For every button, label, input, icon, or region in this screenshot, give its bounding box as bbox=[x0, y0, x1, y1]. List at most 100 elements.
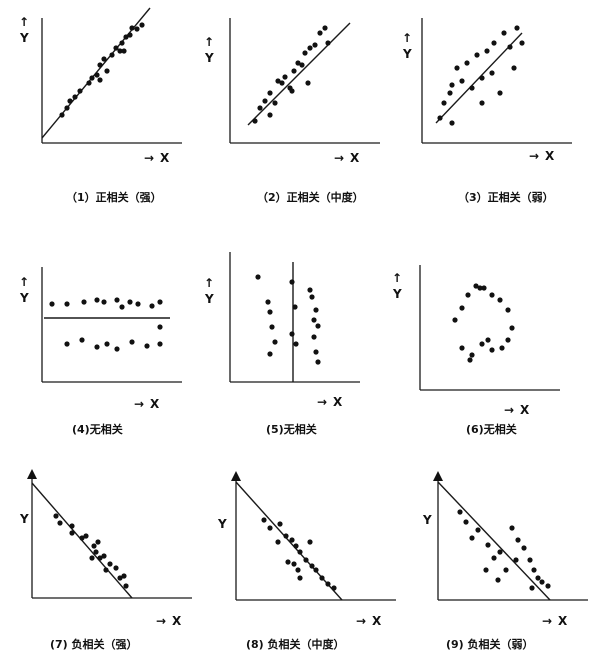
scatter-point bbox=[53, 513, 59, 519]
scatter-point bbox=[454, 65, 460, 71]
scatter-point bbox=[97, 77, 103, 83]
scatter-point bbox=[503, 567, 509, 573]
scatter-point bbox=[279, 80, 285, 86]
scatter-point bbox=[94, 344, 100, 350]
scatter-point bbox=[447, 90, 453, 96]
scatter-point bbox=[539, 579, 545, 585]
scatter-point bbox=[484, 48, 490, 54]
panel-4: ↑ Y → X bbox=[19, 267, 182, 411]
scatter-point bbox=[457, 509, 463, 515]
scatter-point bbox=[313, 349, 319, 355]
scatter-point bbox=[325, 581, 331, 587]
scatter-point bbox=[511, 65, 517, 71]
y-arrow-icon bbox=[27, 469, 37, 479]
scatter-point bbox=[289, 331, 295, 337]
scatter-point bbox=[252, 118, 258, 124]
scatter-point bbox=[93, 549, 99, 555]
scatter-point bbox=[529, 585, 535, 591]
scatter-point bbox=[531, 567, 537, 573]
scatter-point bbox=[123, 34, 129, 40]
scatter-point bbox=[289, 537, 295, 543]
scatter-point bbox=[72, 94, 78, 100]
scatter-point bbox=[509, 325, 515, 331]
scatter-point bbox=[69, 530, 75, 536]
scatter-point bbox=[86, 80, 92, 86]
scatter-point bbox=[275, 539, 281, 545]
y-up-arrow-icon: ↑ bbox=[19, 15, 29, 29]
scatter-point bbox=[292, 304, 298, 310]
scatter-point bbox=[114, 297, 120, 303]
scatter-point bbox=[69, 523, 75, 529]
scatter-point bbox=[119, 40, 125, 46]
scatter-point bbox=[505, 337, 511, 343]
panel-9: Y → X bbox=[422, 471, 588, 628]
panel-6-caption: (6)无相关 bbox=[466, 422, 517, 436]
x-axis-label: X bbox=[172, 614, 182, 628]
x-axis-label: X bbox=[545, 149, 555, 163]
scatter-point bbox=[283, 533, 289, 539]
scatter-point bbox=[449, 120, 455, 126]
scatter-point bbox=[117, 48, 123, 54]
scatter-point bbox=[77, 88, 83, 94]
x-right-arrow-icon: → bbox=[134, 397, 144, 411]
scatter-point bbox=[469, 535, 475, 541]
scatter-point bbox=[479, 75, 485, 81]
scatter-point bbox=[501, 30, 507, 36]
scatter-point bbox=[479, 341, 485, 347]
panel-3: ↑ Y → X bbox=[402, 18, 572, 163]
scatter-point bbox=[481, 285, 487, 291]
y-axis-label: Y bbox=[204, 292, 214, 306]
scatter-point bbox=[81, 299, 87, 305]
scatter-point bbox=[485, 542, 491, 548]
scatter-point bbox=[477, 285, 483, 291]
y-axis-label: Y bbox=[392, 287, 402, 301]
panel-1: ↑ Y → X bbox=[19, 7, 182, 165]
scatter-point bbox=[459, 305, 465, 311]
scatter-point bbox=[307, 539, 313, 545]
y-axis-label: Y bbox=[217, 517, 227, 531]
x-axis-label: X bbox=[558, 614, 568, 628]
scatter-point bbox=[291, 68, 297, 74]
y-up-arrow-icon: ↑ bbox=[19, 275, 29, 289]
scatter-point bbox=[305, 80, 311, 86]
scatter-point bbox=[437, 115, 443, 121]
scatter-point bbox=[282, 74, 288, 80]
scatter-point bbox=[272, 100, 278, 106]
scatter-point bbox=[129, 25, 135, 31]
scatter-point bbox=[275, 78, 281, 84]
scatter-point bbox=[319, 575, 325, 581]
scatter-point bbox=[515, 537, 521, 543]
scatter-point bbox=[297, 575, 303, 581]
scatter-point bbox=[57, 520, 63, 526]
scatter-point bbox=[289, 88, 295, 94]
scatter-point bbox=[139, 22, 145, 28]
panel-6: ↑ Y → X bbox=[392, 265, 560, 417]
panel-8: Y → X bbox=[217, 471, 396, 628]
scatter-point bbox=[299, 62, 305, 68]
y-up-arrow-icon: ↑ bbox=[204, 35, 214, 49]
scatter-point bbox=[521, 545, 527, 551]
scatter-point bbox=[499, 345, 505, 351]
scatter-point bbox=[127, 32, 133, 38]
y-axis-label: Y bbox=[422, 513, 432, 527]
scatter-point bbox=[127, 299, 133, 305]
panel-8-caption: (8) 负相关（中度） bbox=[246, 637, 345, 651]
scatter-point bbox=[83, 533, 89, 539]
scatter-point bbox=[49, 301, 55, 307]
panels-group: ↑ Y → X ↑ Y → X ↑ Y → X ↑ Y → X ↑ Y → X ↑ Y → X Y → X Y → X Y → X bbox=[19, 7, 588, 628]
scatter-point bbox=[107, 561, 113, 567]
scatter-point bbox=[285, 559, 291, 565]
x-axis-label: X bbox=[150, 397, 160, 411]
scatter-point bbox=[157, 341, 163, 347]
scatter-point bbox=[293, 341, 299, 347]
y-up-arrow-icon: ↑ bbox=[392, 271, 402, 285]
x-axis-label: X bbox=[350, 151, 360, 165]
scatter-point bbox=[297, 549, 303, 555]
scatter-point bbox=[464, 60, 470, 66]
panel-2-caption: （2）正相关（中度） bbox=[257, 190, 364, 204]
scatter-point bbox=[119, 304, 125, 310]
scatter-point bbox=[495, 577, 501, 583]
scatter-point bbox=[527, 557, 533, 563]
scatter-point bbox=[303, 557, 309, 563]
x-right-arrow-icon: → bbox=[542, 614, 552, 628]
